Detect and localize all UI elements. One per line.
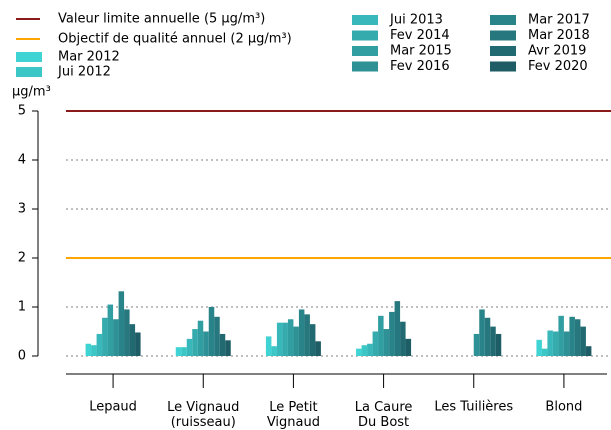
x-tick-label: La Caure Du Bost xyxy=(355,400,413,430)
bar xyxy=(558,315,564,356)
bar xyxy=(585,346,592,356)
bar xyxy=(479,309,485,356)
bar xyxy=(563,331,570,356)
bar xyxy=(124,309,130,356)
bar xyxy=(356,348,362,356)
bar xyxy=(473,333,480,356)
bar xyxy=(309,324,316,356)
bar xyxy=(181,347,187,356)
bar xyxy=(298,309,305,356)
y-axis-label: µg/m³ xyxy=(12,85,51,100)
y-tick-label: 3 xyxy=(18,202,26,217)
legend-label: Avr 2019 xyxy=(528,44,586,59)
y-tick-label: 5 xyxy=(18,104,26,119)
bar xyxy=(574,319,581,356)
x-tick-label: Le Petit Vignaud xyxy=(267,400,320,430)
bar xyxy=(225,340,231,356)
bar xyxy=(490,326,496,356)
bar xyxy=(378,315,384,356)
bar xyxy=(271,346,277,356)
bar xyxy=(208,307,215,356)
bar xyxy=(186,338,193,356)
legend-swatch xyxy=(490,61,516,72)
legend-label: Objectif de qualité annuel (2 µg/m³) xyxy=(58,32,292,47)
legend-swatch xyxy=(16,67,42,77)
legend-swatch xyxy=(490,15,516,25)
bar xyxy=(175,347,182,356)
bar xyxy=(282,322,288,356)
x-tick-label: Les Tuilières xyxy=(434,400,513,415)
legend-label: Jui 2012 xyxy=(57,65,111,80)
bar xyxy=(580,326,586,356)
bar xyxy=(85,343,92,356)
x-tick-label: Lepaud xyxy=(89,400,137,415)
bar xyxy=(495,333,502,356)
x-tick-label: Le Vignaud (ruisseau) xyxy=(167,400,239,430)
bar xyxy=(135,332,141,356)
y-tick-label: 2 xyxy=(18,251,26,266)
y-tick-label: 4 xyxy=(18,153,26,168)
bar xyxy=(552,331,559,356)
bar xyxy=(214,316,220,356)
bar xyxy=(484,317,491,356)
bar xyxy=(389,311,395,356)
bar xyxy=(547,330,553,356)
bar xyxy=(315,341,321,356)
bar xyxy=(541,348,548,356)
y-tick-label: 1 xyxy=(18,300,26,315)
bar xyxy=(118,291,125,356)
legend-swatch xyxy=(352,61,378,72)
legend-swatch xyxy=(490,30,516,41)
legend-swatch xyxy=(352,15,378,25)
bar xyxy=(536,339,542,356)
bar xyxy=(102,317,108,356)
legend-label: Jui 2013 xyxy=(389,13,443,28)
bar xyxy=(372,331,379,356)
bar xyxy=(405,338,412,356)
bar xyxy=(304,314,310,356)
legend-label: Mar 2017 xyxy=(528,13,590,28)
bar xyxy=(96,333,103,356)
bar xyxy=(367,343,373,356)
legend-label: Valeur limite annuelle (5 µg/m³) xyxy=(58,12,265,27)
bar xyxy=(129,324,136,356)
legend-label: Fev 2016 xyxy=(390,59,450,74)
bar xyxy=(203,331,209,356)
bar xyxy=(192,329,198,356)
bar xyxy=(107,304,114,356)
bar xyxy=(265,336,272,356)
bar xyxy=(394,301,401,356)
bar xyxy=(569,316,575,356)
legend-swatch xyxy=(490,46,516,56)
x-tick-label: Blond xyxy=(545,400,582,415)
bar xyxy=(400,321,406,356)
y-tick-label: 0 xyxy=(18,349,26,364)
bar xyxy=(276,322,283,356)
legend-label: Fev 2014 xyxy=(390,28,450,43)
bar xyxy=(287,319,294,356)
legend-swatch xyxy=(352,46,378,56)
bar xyxy=(293,326,299,356)
bar xyxy=(219,333,226,356)
bar xyxy=(113,319,119,356)
legend-label: Mar 2012 xyxy=(58,50,120,65)
legend-swatch xyxy=(352,30,378,41)
legend-label: Mar 2018 xyxy=(528,28,590,43)
bar xyxy=(91,345,97,356)
legend-swatch xyxy=(16,52,42,62)
bar xyxy=(197,320,204,356)
legend-label: Fev 2020 xyxy=(528,59,588,74)
legend-label: Mar 2015 xyxy=(390,44,452,59)
bar xyxy=(383,329,390,356)
bar xyxy=(361,345,368,356)
